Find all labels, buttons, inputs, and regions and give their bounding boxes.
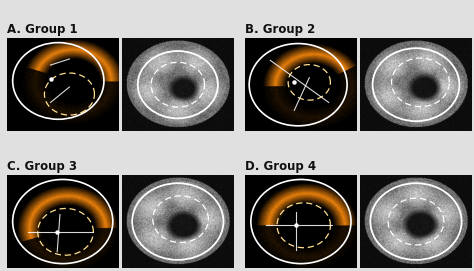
- Text: C. Group 3: C. Group 3: [7, 160, 77, 173]
- Text: B. Group 2: B. Group 2: [246, 23, 316, 36]
- Text: A. Group 1: A. Group 1: [7, 23, 78, 36]
- Text: D. Group 4: D. Group 4: [246, 160, 317, 173]
